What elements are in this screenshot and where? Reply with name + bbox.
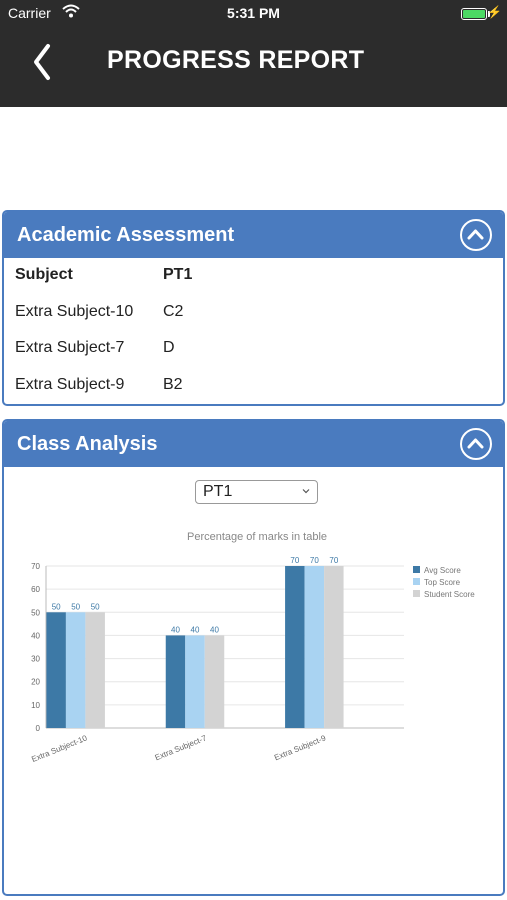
bar-avg-score — [285, 566, 305, 728]
exam-select-value: PT1 — [203, 483, 233, 500]
grade-cell: B2 — [163, 375, 183, 393]
x-tick-label: Extra Subject-10 — [30, 733, 89, 764]
collapse-button[interactable] — [460, 219, 492, 251]
grade-cell: D — [163, 339, 175, 356]
chevron-left-icon — [34, 44, 50, 80]
academic-assessment-header[interactable]: Academic Assessment — [4, 212, 503, 258]
data-label: 50 — [71, 602, 80, 611]
y-tick-label: 60 — [31, 585, 40, 594]
subject-cell: Extra Subject-7 — [15, 339, 125, 356]
battery-tip — [488, 11, 490, 17]
class-analysis-card: Class Analysis PT1 Percentage of marks i… — [2, 419, 505, 896]
wifi-icon — [62, 4, 80, 21]
y-tick-label: 50 — [31, 608, 40, 617]
data-label: 40 — [171, 625, 180, 634]
chevron-down-icon — [302, 489, 310, 494]
data-label: 50 — [52, 602, 61, 611]
charging-icon: ⚡ — [487, 5, 502, 19]
y-tick-label: 10 — [31, 701, 40, 710]
y-tick-label: 70 — [31, 562, 40, 571]
column-header-pt1: PT1 — [163, 266, 193, 283]
class-analysis-header[interactable]: Class Analysis — [4, 421, 503, 467]
page-title: PROGRESS REPORT — [107, 46, 365, 74]
clock: 5:31 PM — [227, 5, 280, 21]
class-analysis-title: Class Analysis — [17, 433, 158, 455]
bar-student-score — [204, 635, 225, 728]
bar-student-score — [324, 566, 344, 728]
data-label: 70 — [310, 556, 319, 565]
bar-avg-score — [165, 635, 186, 728]
legend-swatch — [413, 590, 420, 597]
table-row: Extra Subject-7 D — [4, 331, 503, 368]
table-row: Extra Subject-10 C2 — [4, 295, 503, 332]
back-button[interactable] — [26, 40, 66, 84]
bar-top-score — [185, 635, 205, 728]
academic-assessment-card: Academic Assessment Subject PT1 Extra Su… — [2, 210, 505, 406]
bar-top-score — [304, 566, 325, 728]
x-tick-label: Extra Subject-9 — [273, 733, 328, 762]
chart-title: Percentage of marks in table — [187, 531, 327, 543]
nav-bar: PROGRESS REPORT — [0, 28, 507, 107]
carrier-label: Carrier — [8, 5, 51, 21]
legend-label: Top Score — [424, 578, 461, 587]
y-tick-label: 0 — [36, 724, 41, 733]
chevron-up-icon — [467, 438, 484, 449]
bar-avg-score — [46, 612, 66, 728]
grade-cell: C2 — [163, 302, 184, 320]
data-label: 70 — [290, 556, 299, 565]
table-row: Extra Subject-9 B2 — [4, 368, 503, 405]
legend-swatch — [413, 578, 420, 585]
data-label: 40 — [191, 625, 200, 634]
chevron-up-icon — [467, 229, 484, 240]
assessment-table: Subject PT1 Extra Subject-10 C2 Extra Su… — [4, 258, 503, 404]
data-label: 40 — [210, 625, 219, 634]
data-label: 50 — [91, 602, 100, 611]
class-analysis-chart: Percentage of marks in table 0 10 20 30 40 50 6… — [30, 531, 475, 764]
table-header-row: Subject PT1 — [4, 258, 503, 295]
legend-swatch — [413, 566, 420, 573]
subject-cell: Extra Subject-9 — [15, 375, 125, 393]
exam-select[interactable]: PT1 — [195, 480, 318, 504]
column-header-subject: Subject — [15, 266, 73, 283]
y-tick-label: 30 — [31, 655, 40, 664]
legend-label: Avg Score — [424, 566, 461, 575]
collapse-button[interactable] — [460, 428, 492, 460]
bar-student-score — [85, 612, 105, 728]
data-label: 70 — [329, 556, 338, 565]
battery-icon — [461, 8, 487, 20]
x-tick-label: Extra Subject-7 — [154, 733, 209, 762]
bar-top-score — [65, 612, 86, 728]
status-bar: Carrier 5:31 PM ⚡ — [0, 0, 507, 28]
y-tick-label: 40 — [31, 631, 40, 640]
legend-label: Student Score — [424, 590, 475, 599]
subject-cell: Extra Subject-10 — [15, 302, 134, 320]
academic-assessment-title: Academic Assessment — [17, 224, 235, 246]
y-tick-label: 20 — [31, 678, 40, 687]
